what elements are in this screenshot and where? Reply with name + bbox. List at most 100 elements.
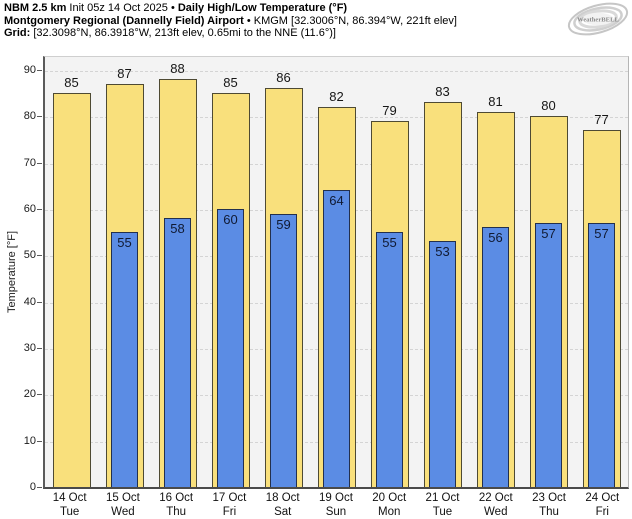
x-date-label: 17 Oct [212,492,247,504]
y-tick-mark [37,487,42,488]
high-value-label: 88 [170,61,185,77]
x-day-label: Tue [432,505,453,518]
header-text-segment: [32.3098°N, 86.3918°W, 213ft elev, 0.65m… [30,27,336,39]
low-bar: 60 [217,208,244,487]
x-date-label: 15 Oct [105,492,140,504]
header-text-segment: • [170,2,178,14]
x-date-label: 16 Oct [159,492,194,504]
y-tick-mark [37,440,42,442]
x-day-label: Fri [222,505,237,518]
high-value-label: 80 [541,98,556,114]
x-day-label: Thu [166,505,187,518]
high-value-label: 87 [117,65,132,81]
high-bar [52,93,91,487]
high-value-label: 86 [276,70,291,86]
y-tick-mark [37,69,42,71]
y-tick-mark [37,255,42,257]
x-axis-labels: 14 Oct Tue 15 Oct Wed 16 Oct Thu 17 Oct Fri 18 O… [43,492,629,519]
low-value-label: 55 [382,235,397,251]
x-category-label: 18 Oct Sat [256,492,309,519]
x-day-label: Tue [59,505,80,518]
x-date-label: 24 Oct [585,492,620,504]
x-day-label: Mon [378,505,401,518]
header-text-segment: Daily High/Low Temperature (°F) [177,2,348,14]
header-text-segment: Grid: [4,27,31,39]
x-category-label: 19 Oct Sun [309,492,362,519]
x-category-label: 17 Oct Fri [203,492,256,519]
y-tick-label: 80 [23,110,36,123]
plot-area: 85 87 55 88 58 85 60 86 59 82 64 79 55 83 53 81 56 80 57 77… [43,56,629,489]
y-tick-label: 20 [23,388,36,401]
y-tick-mark [37,208,42,210]
x-category-label: 16 Oct Thu [150,492,203,519]
high-value-label: 81 [488,93,503,109]
low-bar: 56 [482,227,509,487]
x-category-label: 22 Oct Wed [469,492,522,519]
x-category-label: 23 Oct Thu [522,492,575,519]
x-category-label: 15 Oct Wed [96,492,149,519]
low-bar: 58 [164,218,191,487]
x-date-label: 22 Oct [478,492,513,504]
y-tick-mark [37,162,42,164]
low-value-label: 58 [170,221,185,237]
header-line-model-title: NBM 2.5 km Init 05z 14 Oct 2025 • Daily … [4,2,457,15]
high-value-label: 79 [382,102,397,118]
high-value-label: 85 [64,75,79,91]
low-value-label: 59 [276,216,291,232]
low-value-label: 57 [541,225,556,241]
x-day-label: Sun [325,505,347,518]
low-bar: 55 [111,232,138,487]
y-tick-label: 50 [23,249,36,262]
low-value-label: 57 [594,225,609,241]
x-day-label: Thu [539,505,559,518]
y-tick-label: 70 [23,156,36,169]
low-value-label: 55 [117,235,132,251]
header-line-station: Montgomery Regional (Dannelly Field) Air… [4,15,457,28]
header-text-segment: Montgomery Regional (Dannelly Field) Air… [4,14,244,27]
high-value-label: 82 [329,88,344,104]
y-tick-label: 30 [23,341,36,354]
header-text-segment: • KMGM [32.3006°N, 86.394°W, 221ft elev] [243,14,457,27]
header-text-segment: NBM 2.5 km [4,2,67,14]
grid-line [45,70,628,72]
x-category-label: 14 Oct Tue [43,492,96,519]
low-bar: 59 [270,213,297,487]
y-tick-label: 40 [23,295,36,308]
logo-text: WeatherBELL [577,17,619,24]
low-bar: 57 [535,222,562,487]
y-tick-label: 60 [23,202,36,215]
low-value-label: 64 [329,193,344,209]
y-tick-mark [37,301,42,303]
x-day-label: Fri [595,505,609,518]
y-tick-mark [37,394,42,396]
y-tick-mark [37,347,42,349]
x-day-label: Wed [111,505,135,518]
low-bar: 53 [429,241,456,487]
hurricane-swirl-icon: WeatherBELL [567,2,629,36]
high-value-label: 85 [223,75,238,91]
y-tick-label: 0 [29,481,36,493]
y-tick-label: 10 [23,434,36,447]
x-date-label: 14 Oct [52,492,87,504]
low-bar: 55 [376,232,403,487]
x-category-label: 24 Oct Fri [576,492,629,519]
x-category-label: 21 Oct Tue [416,492,469,519]
header-text-segment: Init 05z 14 Oct 2025 [66,2,171,14]
y-tick-mark [37,116,42,118]
low-value-label: 60 [223,211,238,227]
x-day-label: Wed [484,505,508,518]
x-date-label: 20 Oct [372,492,407,504]
low-value-label: 53 [435,244,450,260]
x-date-label: 21 Oct [425,492,460,504]
high-value-label: 83 [435,84,450,100]
x-date-label: 23 Oct [532,492,566,504]
x-category-label: 20 Oct Mon [363,492,416,519]
weatherbell-logo: WeatherBELL [565,2,631,36]
x-date-label: 18 Oct [265,492,300,504]
low-bar: 64 [323,190,350,487]
low-bar: 57 [588,222,615,487]
chart-header: NBM 2.5 km Init 05z 14 Oct 2025 • Daily … [4,2,457,40]
high-value-label: 77 [594,112,609,128]
x-date-label: 19 Oct [319,492,353,504]
